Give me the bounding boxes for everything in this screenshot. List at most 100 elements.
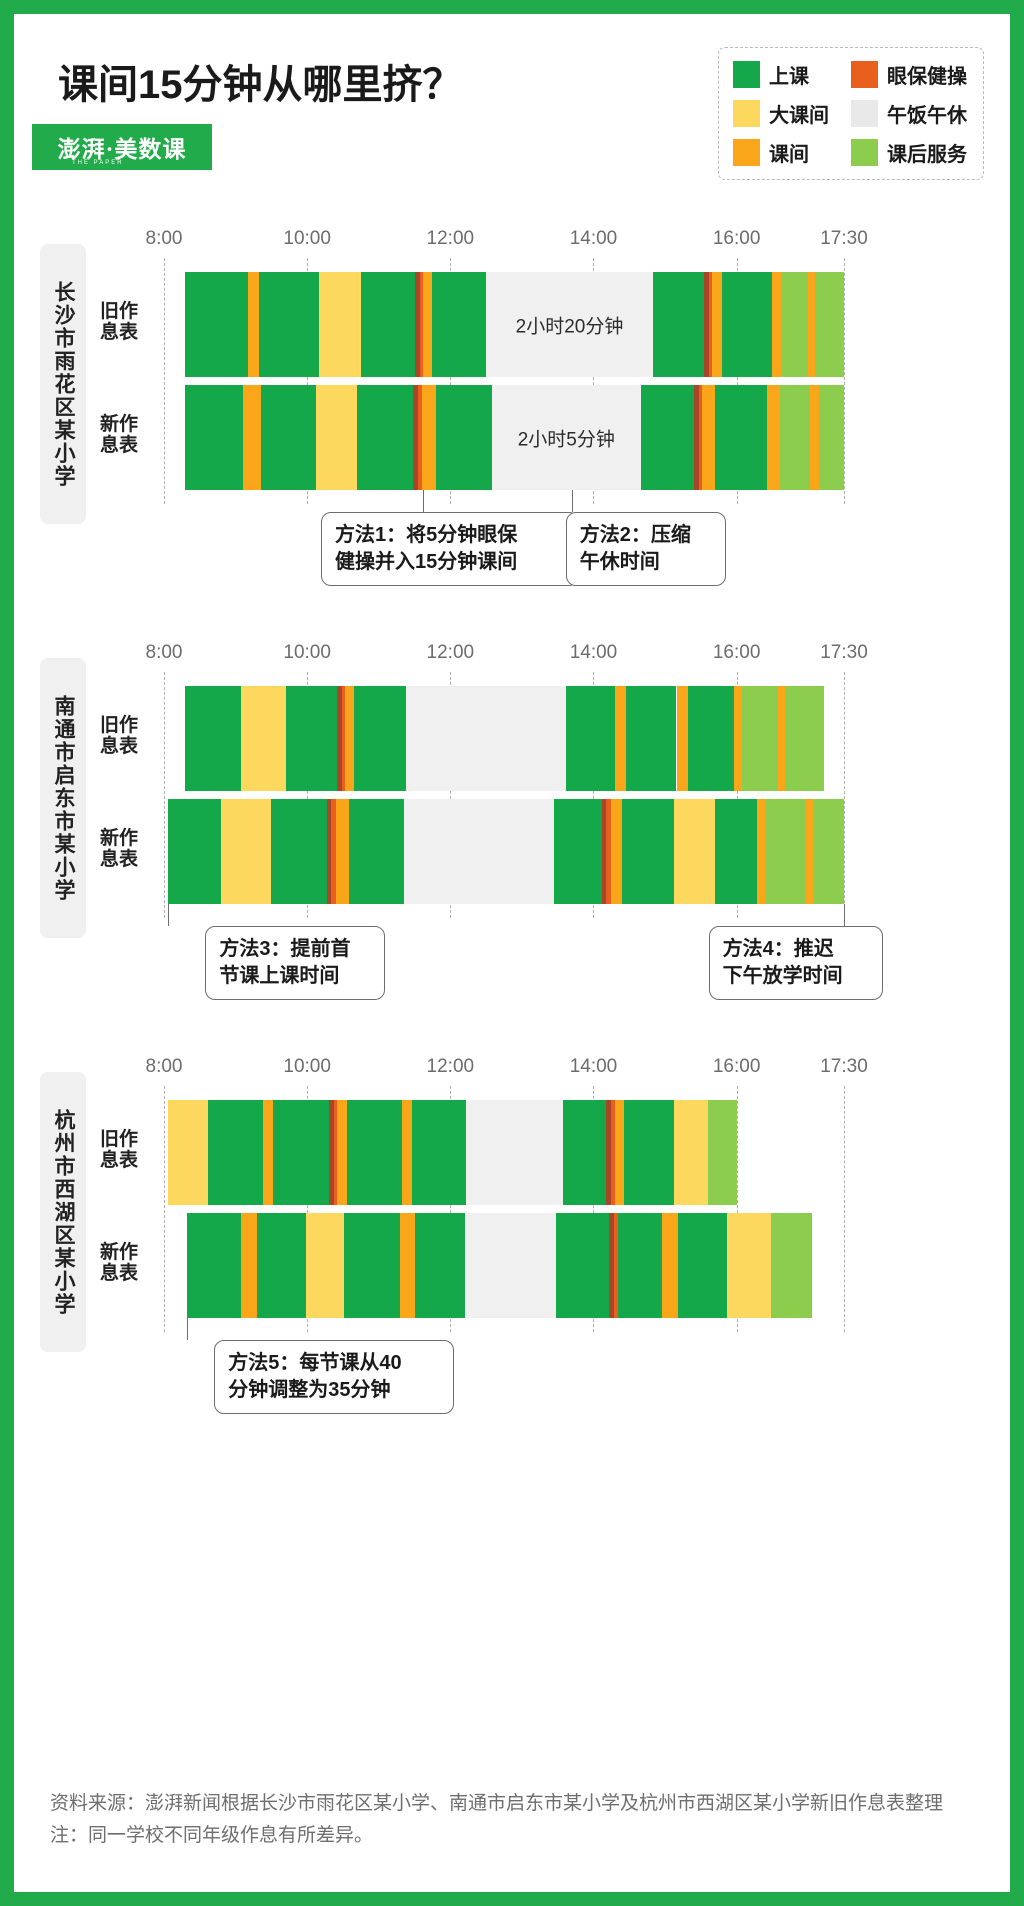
time-axis: 8:00 10:00 12:00 14:00 16:00 17:30 [14, 228, 1010, 256]
axis-tick-label: 17:30 [820, 642, 868, 663]
timeline-segment-after [770, 1213, 812, 1318]
axis-gridline [164, 1086, 165, 1332]
timeline-segment-class [622, 799, 674, 904]
timeline-segment-lunch [403, 799, 555, 904]
timeline-segment-bigbreak [315, 385, 358, 490]
school-name-tab: 杭州市西湖区某小学 [40, 1072, 86, 1352]
timeline-track: 2小时5分钟 [14, 385, 1010, 490]
method-callout: 方法3：提前首 节课上课时间 [205, 926, 386, 1000]
timeline-segment-class [346, 1100, 403, 1205]
timeline-segment-after [742, 686, 779, 791]
timeline-segment-bigbreak [221, 799, 272, 904]
timeline-segment-eye [606, 1100, 611, 1205]
legend-label-class: 上课 [769, 66, 809, 88]
timeline-segment-eye2 [610, 1100, 615, 1205]
timeline-segment-eye2 [418, 385, 422, 490]
method-callout: 方法4：推迟 下午放学时间 [708, 926, 883, 1000]
legend-label-break: 课间 [769, 144, 809, 166]
timeline-segment-bigbreak [673, 1100, 708, 1205]
timeline-segment-eye2 [333, 1100, 338, 1205]
timeline-segment-bigbreak [167, 1100, 209, 1205]
timeline-segment-eye2 [709, 272, 713, 377]
timeline-segment-eye [602, 799, 607, 904]
row-label-new: 新作 息表 [100, 1241, 139, 1284]
axis-tick-label: 14:00 [569, 228, 618, 249]
axis-gridline [593, 258, 595, 504]
timeline-segment-class [652, 272, 705, 377]
timeline-segment-class [436, 385, 492, 490]
footer-note: 注：同一学校不同年级作息有所差异。 [50, 1824, 374, 1846]
timeline-segment-bigbreak [726, 1213, 771, 1318]
axis-tick-label: 8:00 [145, 1056, 183, 1077]
axis-tick-label: 12:00 [426, 1056, 475, 1077]
school-block: 南通市启东市某小学 8:00 10:00 12:00 14:00 16:00 17:30 旧作… [14, 634, 1010, 1034]
timeline-segment-break [756, 799, 766, 904]
timeline-segment-class [208, 1100, 263, 1205]
axis-gridline [307, 672, 309, 918]
axis-tick-label: 16:00 [712, 642, 761, 663]
time-axis: 8:00 10:00 12:00 14:00 16:00 17:30 [14, 1056, 1010, 1084]
school-block: 长沙市雨花区某小学 8:00 10:00 12:00 14:00 16:00 17:30 旧作… [14, 220, 1010, 620]
timeline-segment-class [563, 1100, 607, 1205]
timeline-segment-class [285, 686, 338, 791]
timeline-segment-bigbreak [241, 686, 286, 791]
timeline-segment-break [662, 1213, 678, 1318]
callout-stem [423, 490, 425, 512]
axis-gridline [844, 258, 845, 504]
timeline-segment-class [348, 799, 404, 904]
brand-logo-cn: 澎湃·美数课 [57, 137, 187, 162]
legend-label-lunch: 午饭午休 [887, 105, 967, 127]
timeline-track [14, 686, 1010, 791]
timeline-segment-break [610, 799, 623, 904]
legend-swatch-after-icon [851, 139, 878, 166]
axis-gridline [844, 672, 845, 918]
row-label-new: 新作 息表 [100, 413, 139, 456]
callout-stem [844, 904, 845, 926]
timeline-segment-break [805, 799, 813, 904]
timeline-segment-class [687, 686, 734, 791]
timeline-segment-eye [327, 799, 332, 904]
timeline-segment-class [722, 272, 773, 377]
axis-gridline [736, 672, 738, 918]
method-callout: 方法1：将5分钟眼保 健操并入15分钟课间 [321, 512, 579, 586]
row-label-old: 旧作 息表 [100, 714, 139, 757]
axis-gridline [450, 1086, 452, 1332]
legend-item-class: 上课 [733, 60, 829, 89]
legend-swatch-class-icon [733, 61, 760, 88]
axis-tick-label: 14:00 [569, 1056, 618, 1077]
axis-tick-label: 16:00 [712, 1056, 761, 1077]
axis-gridline [307, 258, 309, 504]
legend-item-bigbreak: 大课间 [733, 99, 829, 128]
timeline-segment-class [185, 272, 248, 377]
legend-item-break: 课间 [733, 138, 829, 167]
timeline-segment-break [733, 686, 743, 791]
method-callout: 方法2：压缩 午休时间 [565, 512, 726, 586]
timeline-segment-break [241, 1213, 258, 1318]
timeline-segment-class [626, 686, 677, 791]
axis-tick-label: 17:30 [820, 1056, 868, 1077]
footer-source: 资料来源：澎湃新闻根据长沙市雨花区某小学、南通市启东市某小学及杭州市西湖区某小学… [50, 1793, 944, 1815]
time-axis: 8:00 10:00 12:00 14:00 16:00 17:30 [14, 642, 1010, 670]
axis-tick-label: 8:00 [145, 228, 183, 249]
axis-tick-label: 10:00 [283, 1056, 331, 1077]
axis-gridline [450, 258, 452, 504]
timeline-segment-class [414, 1213, 465, 1318]
row-label-old: 旧作 息表 [100, 1128, 139, 1171]
page-title: 课间15分钟从哪里挤？ [58, 63, 463, 107]
axis-gridline [307, 1086, 309, 1332]
callout-stem [186, 1318, 188, 1340]
timeline-segment-eye2 [606, 799, 611, 904]
legend-label-after: 课后服务 [887, 144, 967, 166]
axis-tick-label: 17:30 [820, 228, 868, 249]
axis-tick-label: 16:00 [712, 228, 761, 249]
footer: 资料来源：澎湃新闻根据长沙市雨花区某小学、南通市启东市某小学及杭州市西湖区某小学… [50, 1789, 974, 1852]
timeline-segment-class [272, 1100, 329, 1205]
timeline-track [14, 1213, 1010, 1318]
timeline-segment-class [260, 385, 316, 490]
axis-tick-label: 12:00 [426, 642, 475, 663]
timeline-segment-break [262, 1100, 273, 1205]
timeline-segment-break [402, 1100, 413, 1205]
timeline-segment-class [257, 1213, 306, 1318]
legend-swatch-lunch-icon [851, 100, 878, 127]
